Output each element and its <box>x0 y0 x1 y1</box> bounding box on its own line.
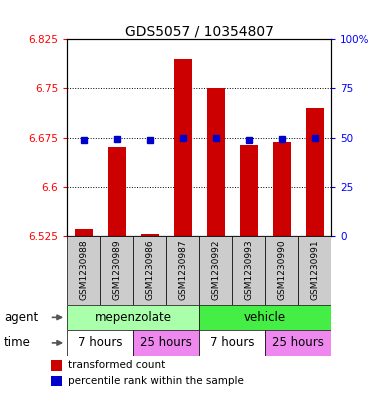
Text: 7 hours: 7 hours <box>78 336 122 349</box>
Text: GSM1230987: GSM1230987 <box>178 240 187 301</box>
Text: GSM1230989: GSM1230989 <box>112 240 121 301</box>
Title: GDS5057 / 10354807: GDS5057 / 10354807 <box>125 24 274 38</box>
Bar <box>265 330 331 356</box>
Bar <box>273 142 291 236</box>
Bar <box>232 236 265 305</box>
Text: 7 hours: 7 hours <box>210 336 254 349</box>
Bar <box>199 330 265 356</box>
Bar <box>239 145 258 236</box>
Bar <box>51 376 62 386</box>
Text: GSM1230988: GSM1230988 <box>79 240 89 301</box>
Bar <box>199 305 331 330</box>
Bar <box>67 330 133 356</box>
Bar <box>298 236 331 305</box>
Bar <box>174 59 192 236</box>
Bar <box>166 236 199 305</box>
Bar <box>133 236 166 305</box>
Bar <box>75 229 93 236</box>
Text: vehicle: vehicle <box>244 311 286 324</box>
Text: GSM1230990: GSM1230990 <box>277 240 286 301</box>
Bar <box>108 147 126 236</box>
Text: mepenzolate: mepenzolate <box>95 311 172 324</box>
Bar <box>199 236 232 305</box>
Text: 25 hours: 25 hours <box>272 336 324 349</box>
Text: agent: agent <box>4 311 38 324</box>
Text: time: time <box>4 336 31 349</box>
Bar <box>265 236 298 305</box>
Text: 25 hours: 25 hours <box>141 336 192 349</box>
Bar <box>67 236 100 305</box>
Bar <box>51 360 62 371</box>
Text: GSM1230993: GSM1230993 <box>244 240 253 301</box>
Bar <box>141 235 159 236</box>
Bar <box>133 330 199 356</box>
Text: transformed count: transformed count <box>68 360 165 370</box>
Bar <box>207 88 225 236</box>
Text: GSM1230986: GSM1230986 <box>145 240 154 301</box>
Text: GSM1230991: GSM1230991 <box>310 240 319 301</box>
Bar <box>306 108 324 236</box>
Text: percentile rank within the sample: percentile rank within the sample <box>68 376 244 386</box>
Bar <box>100 236 133 305</box>
Text: GSM1230992: GSM1230992 <box>211 240 220 300</box>
Bar <box>67 305 199 330</box>
